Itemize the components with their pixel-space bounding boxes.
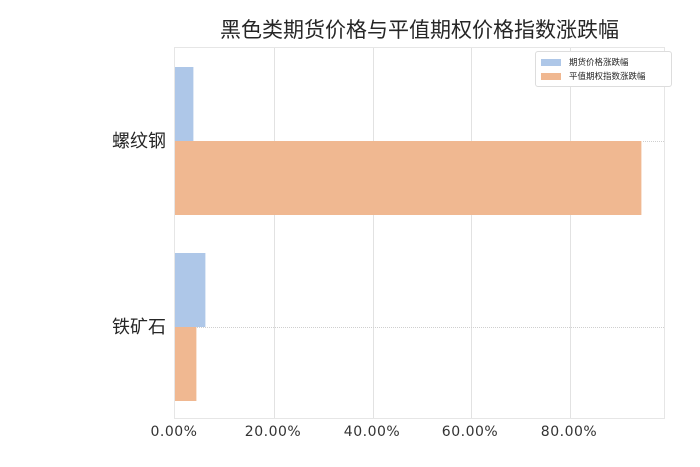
x-tick-20: 20.00% — [244, 424, 302, 440]
x-tick-40: 40.00% — [343, 424, 401, 440]
legend-item-futures: 期货价格涨跌幅 — [541, 55, 666, 69]
y-tick-rebar: 螺纹钢 — [112, 131, 166, 152]
gridline-iron-ore — [175, 327, 664, 328]
legend-item-option-index: 平值期权指数涨跌幅 — [541, 69, 666, 83]
gridline-60 — [471, 48, 473, 418]
plot-area — [174, 47, 665, 419]
y-tick-iron-ore: 铁矿石 — [112, 317, 166, 338]
bar-rebar-option-index — [175, 141, 642, 215]
x-tick-80: 80.00% — [540, 424, 598, 440]
gridline-40 — [372, 48, 374, 418]
bar-rebar-futures — [175, 67, 194, 141]
x-tick-0: 0.00% — [150, 424, 198, 440]
gridline-20 — [273, 48, 275, 418]
legend-swatch-futures — [541, 58, 561, 66]
legend-label-option-index: 平值期权指数涨跌幅 — [569, 72, 646, 82]
bar-iron-ore-option-index — [175, 327, 197, 401]
bar-iron-ore-futures — [175, 253, 207, 327]
legend-swatch-option-index — [541, 72, 561, 80]
chart-title: 黑色类期货价格与平值期权价格指数涨跌幅 — [220, 18, 619, 42]
gridline-80 — [570, 48, 571, 418]
x-tick-60: 60.00% — [441, 424, 499, 440]
legend-label-futures: 期货价格涨跌幅 — [569, 58, 629, 68]
legend: 期货价格涨跌幅 平值期权指数涨跌幅 — [535, 51, 672, 87]
